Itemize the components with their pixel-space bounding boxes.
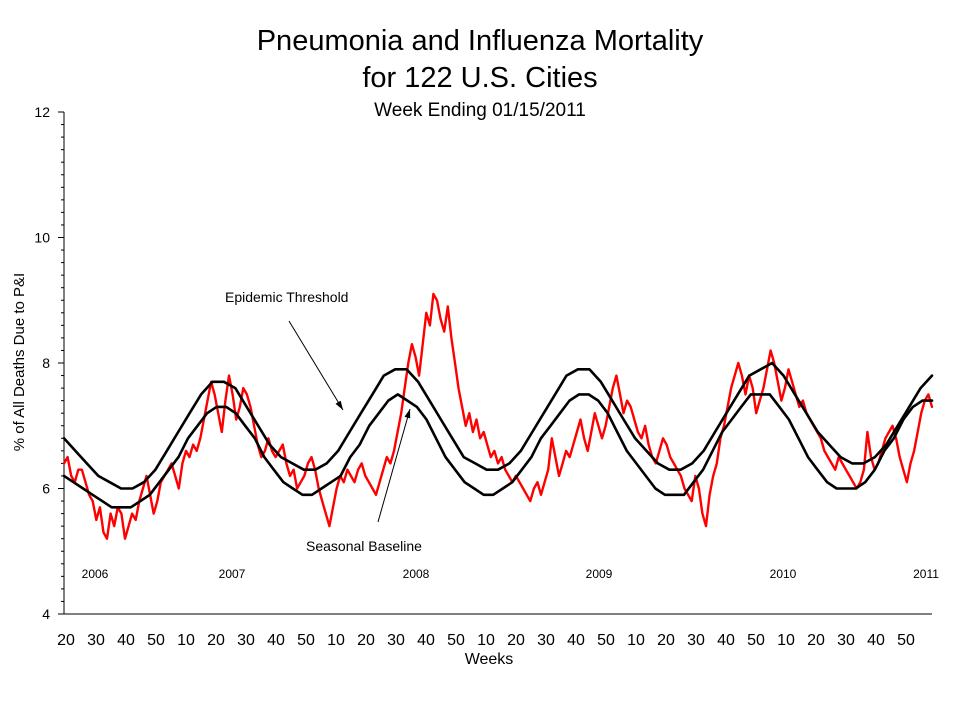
x-tick-label: 20 <box>657 632 675 649</box>
seasonal-baseline-pointer <box>377 408 411 523</box>
y-tick-label: 6 <box>42 481 50 497</box>
epidemic-threshold-label: Epidemic Threshold <box>225 289 348 305</box>
x-tick-label: 30 <box>687 632 705 649</box>
y-axis-ticks: 4 6 8 10 12 <box>34 104 64 622</box>
x-tick-label: 20 <box>507 632 525 649</box>
annotation-layer: Epidemic Threshold Seasonal Baseline <box>225 289 422 554</box>
x-tick-label: 30 <box>237 632 255 649</box>
observed-mortality-line <box>62 292 934 540</box>
x-tick-label: 10 <box>477 632 495 649</box>
x-tick-label: 20 <box>57 632 75 649</box>
x-tick-label: 20 <box>357 632 375 649</box>
x-axis-ticks: 20 30 40 50 10 20 30 40 50 10 20 30 40 50 10 20 30 40 50 10… <box>57 632 915 649</box>
x-tick-label: 40 <box>717 632 735 649</box>
chart-subtitle: Week Ending 01/15/2011 <box>374 100 586 121</box>
x-tick-label: 10 <box>327 632 345 649</box>
year-label: 2009 <box>586 567 613 581</box>
year-label: 2008 <box>403 567 430 581</box>
x-tick-label: 20 <box>207 632 225 649</box>
x-tick-label: 40 <box>567 632 585 649</box>
series-layer <box>62 292 934 540</box>
x-tick-label: 50 <box>147 632 165 649</box>
x-tick-label: 30 <box>387 632 405 649</box>
x-tick-label: 30 <box>87 632 105 649</box>
seasonal-baseline-line <box>62 393 934 509</box>
chart-title-line-2: for 122 U.S. Cities <box>362 62 598 94</box>
x-tick-label: 50 <box>447 632 465 649</box>
year-labels: 2006 2007 2008 2009 2010 2011 <box>82 567 940 581</box>
epidemic-threshold-pointer <box>288 320 344 411</box>
x-tick-label: 50 <box>597 632 615 649</box>
year-label: 2006 <box>82 567 109 581</box>
x-tick-label: 10 <box>777 632 795 649</box>
year-label: 2010 <box>770 567 797 581</box>
x-tick-label: 50 <box>297 632 315 649</box>
x-tick-label: 50 <box>897 632 915 649</box>
seasonal-baseline-arrowhead <box>404 409 411 419</box>
x-tick-label: 30 <box>837 632 855 649</box>
epidemic-threshold-arrowhead <box>335 400 343 410</box>
x-tick-label: 40 <box>417 632 435 649</box>
y-tick-label: 10 <box>34 230 50 246</box>
x-tick-label: 50 <box>747 632 765 649</box>
y-tick-label: 12 <box>34 104 50 120</box>
x-tick-label: 40 <box>867 632 885 649</box>
seasonal-baseline-label: Seasonal Baseline <box>306 538 422 554</box>
epidemic-threshold-line <box>62 361 934 490</box>
chart-title-line-1: Pneumonia and Influenza Mortality <box>256 25 704 57</box>
year-label: 2007 <box>219 567 246 581</box>
x-tick-label: 10 <box>177 632 195 649</box>
axes <box>63 112 932 615</box>
x-tick-label: 40 <box>267 632 285 649</box>
x-tick-label: 40 <box>117 632 135 649</box>
x-tick-label: 10 <box>627 632 645 649</box>
y-axis-label: % of All Deaths Due to P&I <box>11 273 28 451</box>
year-label: 2011 <box>913 567 939 581</box>
x-axis-label: Weeks <box>465 651 514 668</box>
y-tick-label: 4 <box>42 606 50 622</box>
x-tick-label: 30 <box>537 632 555 649</box>
y-tick-label: 8 <box>42 355 50 371</box>
x-tick-label: 20 <box>807 632 825 649</box>
